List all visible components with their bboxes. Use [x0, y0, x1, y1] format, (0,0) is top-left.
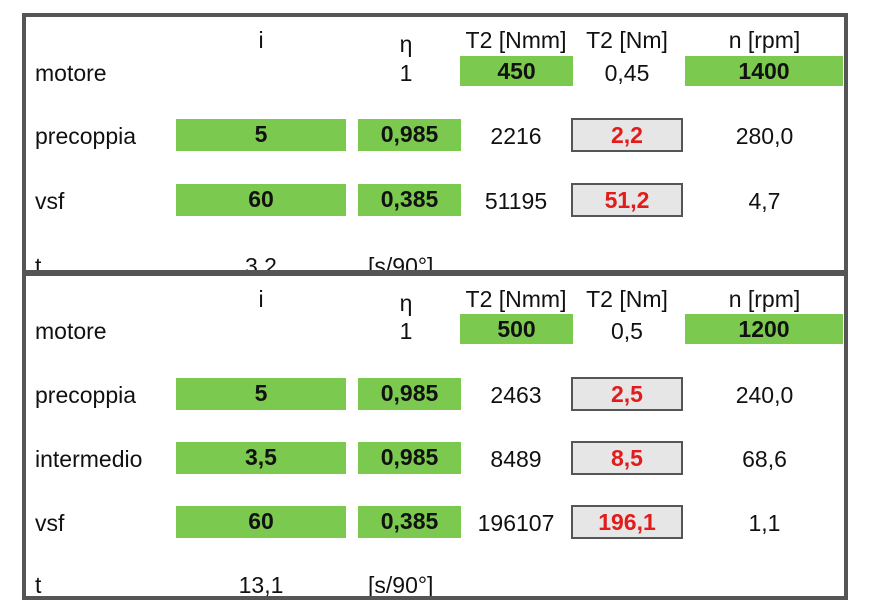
header-t2-nmm: T2 [Nmm]	[465, 286, 567, 312]
t2-nm-result: 51,2	[571, 183, 683, 217]
header-n: n [rpm]	[728, 286, 801, 312]
t2-nm-result: 8,5	[571, 441, 683, 475]
time-value: 3,2	[245, 253, 277, 274]
header-n: n [rpm]	[728, 27, 801, 53]
rpm-value: 1,1	[748, 510, 781, 536]
footer-label-t: t	[35, 572, 42, 598]
header-t2-nmm: T2 [Nmm]	[465, 27, 567, 53]
eta-value: 1	[399, 318, 413, 344]
header-eta: η	[399, 31, 413, 57]
time-unit: [s/90°]	[368, 253, 434, 274]
header-eta: η	[399, 290, 413, 316]
rpm-value: 4,7	[748, 188, 781, 214]
rpm-input[interactable]: 1400	[685, 56, 843, 86]
header-t2-nm: T2 [Nm]	[586, 27, 668, 53]
time-value: 13,1	[238, 572, 284, 598]
row-label-precoppia: precoppia	[35, 123, 137, 149]
t2-nmm-input[interactable]: 500	[460, 314, 573, 344]
t2-nm-value: 0,5	[611, 318, 643, 344]
ratio-input[interactable]: 5	[176, 119, 346, 151]
t2-nmm-value: 8489	[490, 446, 542, 472]
t2-nmm-value: 51195	[484, 188, 548, 214]
header-i: i	[258, 286, 264, 312]
ratio-input[interactable]: 3,5	[176, 442, 346, 474]
rpm-input[interactable]: 1200	[685, 314, 843, 344]
t2-nm-result: 196,1	[571, 505, 683, 539]
rpm-value: 68,6	[742, 446, 787, 472]
footer-label-t: t	[35, 253, 42, 274]
row-label-motore: motore	[35, 60, 107, 86]
row-label-intermedio: intermedio	[35, 446, 143, 472]
ratio-input[interactable]: 60	[176, 184, 346, 216]
table-panel-1: i η T2 [Nmm] T2 [Nm] n [rpm] motore 1 45…	[22, 13, 848, 274]
efficiency-input[interactable]: 0,985	[358, 442, 461, 474]
t2-nm-result: 2,5	[571, 377, 683, 411]
time-unit: [s/90°]	[368, 572, 434, 598]
rpm-value: 240,0	[735, 382, 794, 408]
t2-nm-result: 2,2	[571, 118, 683, 152]
t2-nmm-value: 2216	[490, 123, 542, 149]
efficiency-input[interactable]: 0,985	[358, 378, 461, 410]
ratio-input[interactable]: 5	[176, 378, 346, 410]
row-label-precoppia: precoppia	[35, 382, 137, 408]
eta-value: 1	[399, 60, 413, 86]
ratio-input[interactable]: 60	[176, 506, 346, 538]
t2-nmm-value: 196107	[477, 510, 555, 536]
row-label-vsf: vsf	[35, 188, 65, 214]
row-label-vsf: vsf	[35, 510, 65, 536]
row-label-motore: motore	[35, 318, 107, 344]
t2-nm-value: 0,45	[604, 60, 650, 86]
efficiency-input[interactable]: 0,385	[358, 184, 461, 216]
header-i: i	[258, 27, 264, 53]
t2-nmm-input[interactable]: 450	[460, 56, 573, 86]
rpm-value: 280,0	[735, 123, 794, 149]
efficiency-input[interactable]: 0,985	[358, 119, 461, 151]
header-t2-nm: T2 [Nm]	[586, 286, 668, 312]
table-panel-2: i η T2 [Nmm] T2 [Nm] n [rpm] motore 1 50…	[22, 272, 848, 600]
t2-nmm-value: 2463	[490, 382, 542, 408]
efficiency-input[interactable]: 0,385	[358, 506, 461, 538]
